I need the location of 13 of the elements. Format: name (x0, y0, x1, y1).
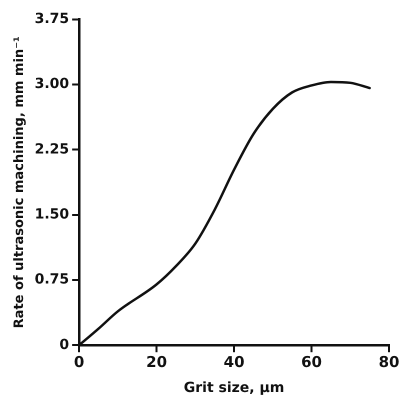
y-tick-label: 0 (59, 336, 70, 353)
x-tick-label: 60 (301, 353, 322, 372)
x-axis-title: Grit size, μm (184, 380, 284, 396)
x-tick-label: 0 (74, 353, 84, 372)
y-tick-label: 1.50 (34, 206, 70, 223)
y-axis-title: Rate of ultrasonic machining, mm min⁻¹ (12, 36, 28, 328)
y-tick-label: 2.25 (34, 141, 70, 158)
y-tick-label: 3.75 (34, 11, 70, 28)
x-tick-label: 20 (146, 353, 168, 372)
y-tick-label: 3.00 (34, 76, 70, 92)
y-tick-label: 0.75 (34, 272, 70, 288)
x-tick-label: 40 (224, 353, 245, 372)
x-tick-label: 80 (378, 353, 400, 372)
